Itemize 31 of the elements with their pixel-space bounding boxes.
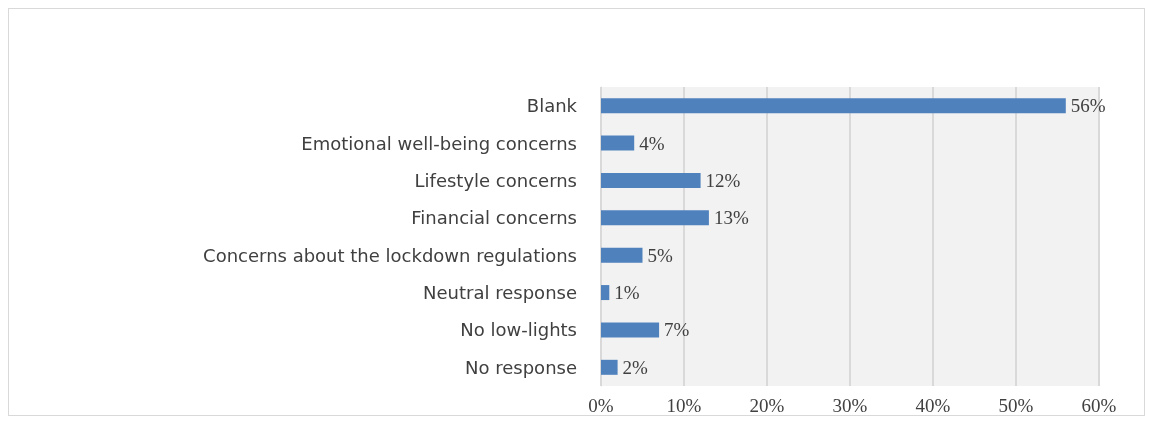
bar bbox=[601, 98, 1066, 114]
y-tick-label: No low-lights bbox=[460, 319, 577, 341]
data-label: 5% bbox=[647, 244, 673, 266]
data-label: 12% bbox=[705, 169, 741, 191]
data-label: 2% bbox=[622, 356, 649, 378]
bar bbox=[601, 359, 618, 375]
y-tick-label: Emotional well-being concerns bbox=[301, 132, 577, 154]
y-tick-label: No response bbox=[465, 356, 577, 378]
x-tick-label: 60% bbox=[1081, 395, 1117, 416]
y-tick-label: Neutral response bbox=[423, 282, 577, 304]
bar bbox=[601, 172, 701, 188]
bar bbox=[601, 247, 643, 263]
data-label: 7% bbox=[664, 319, 690, 341]
bar bbox=[601, 285, 610, 301]
y-tick-label: Blank bbox=[526, 95, 578, 117]
bar bbox=[601, 322, 660, 338]
x-tick-label: 20% bbox=[749, 395, 785, 416]
bar bbox=[601, 210, 709, 226]
y-tick-label: Concerns about the lockdown regulations bbox=[203, 244, 577, 266]
data-label: 4% bbox=[639, 132, 665, 154]
y-tick-label: Financial concerns bbox=[411, 207, 577, 229]
data-label: 13% bbox=[713, 207, 749, 229]
bar bbox=[601, 135, 635, 151]
x-tick-label: 40% bbox=[915, 395, 951, 416]
data-label: 56% bbox=[1070, 95, 1106, 117]
y-tick-label: Lifestyle concerns bbox=[414, 169, 577, 191]
x-tick-label: 0% bbox=[588, 395, 614, 416]
x-tick-label: 30% bbox=[832, 395, 868, 416]
x-tick-label: 10% bbox=[666, 395, 702, 416]
data-label: 1% bbox=[614, 282, 640, 304]
x-tick-label: 50% bbox=[998, 395, 1034, 416]
